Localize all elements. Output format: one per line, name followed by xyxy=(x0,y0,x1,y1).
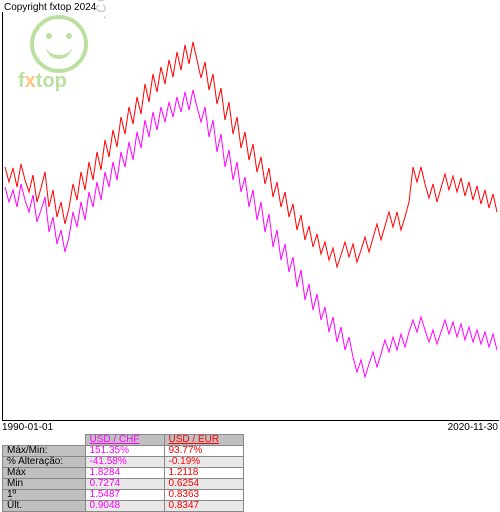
stats-value-s1: 151.35% xyxy=(85,446,164,457)
stats-table: USD / CHFUSD / EUR Máx/Min:151.35%93.77%%… xyxy=(2,434,244,512)
stats-row-label: Máx/Min: xyxy=(3,446,86,457)
x-axis-end-label: 2020-11-30 xyxy=(448,422,498,433)
stats-row-label: Min xyxy=(3,479,86,490)
stats-value-s1: 1.8284 xyxy=(85,468,164,479)
chart-lines xyxy=(3,12,499,420)
series-line xyxy=(5,42,497,267)
stats-row-label: 1º xyxy=(3,490,86,501)
stats-value-s2: 93.77% xyxy=(164,446,243,457)
stats-header-s1[interactable]: USD / CHF xyxy=(85,435,164,446)
stats-value-s1: 1.5487 xyxy=(85,490,164,501)
stats-value-s2: 1.2118 xyxy=(164,468,243,479)
stats-row-label: Últ. xyxy=(3,501,86,512)
stats-value-s2: -0.19% xyxy=(164,457,243,468)
stats-row-label: % Alteração: xyxy=(3,457,86,468)
x-axis-start-label: 1990-01-01 xyxy=(2,422,53,433)
stats-row-label: Máx xyxy=(3,468,86,479)
series-line xyxy=(5,90,497,377)
stats-header-s2[interactable]: USD / EUR xyxy=(164,435,243,446)
stats-empty-header xyxy=(3,435,86,446)
stats-value-s1: 0.7274 xyxy=(85,479,164,490)
stats-value-s2: 0.8347 xyxy=(164,501,243,512)
stats-value-s2: 0.8363 xyxy=(164,490,243,501)
stats-value-s1: -41.58% xyxy=(85,457,164,468)
rate-chart xyxy=(2,12,499,421)
stats-value-s1: 0.9048 xyxy=(85,501,164,512)
stats-value-s2: 0.6254 xyxy=(164,479,243,490)
